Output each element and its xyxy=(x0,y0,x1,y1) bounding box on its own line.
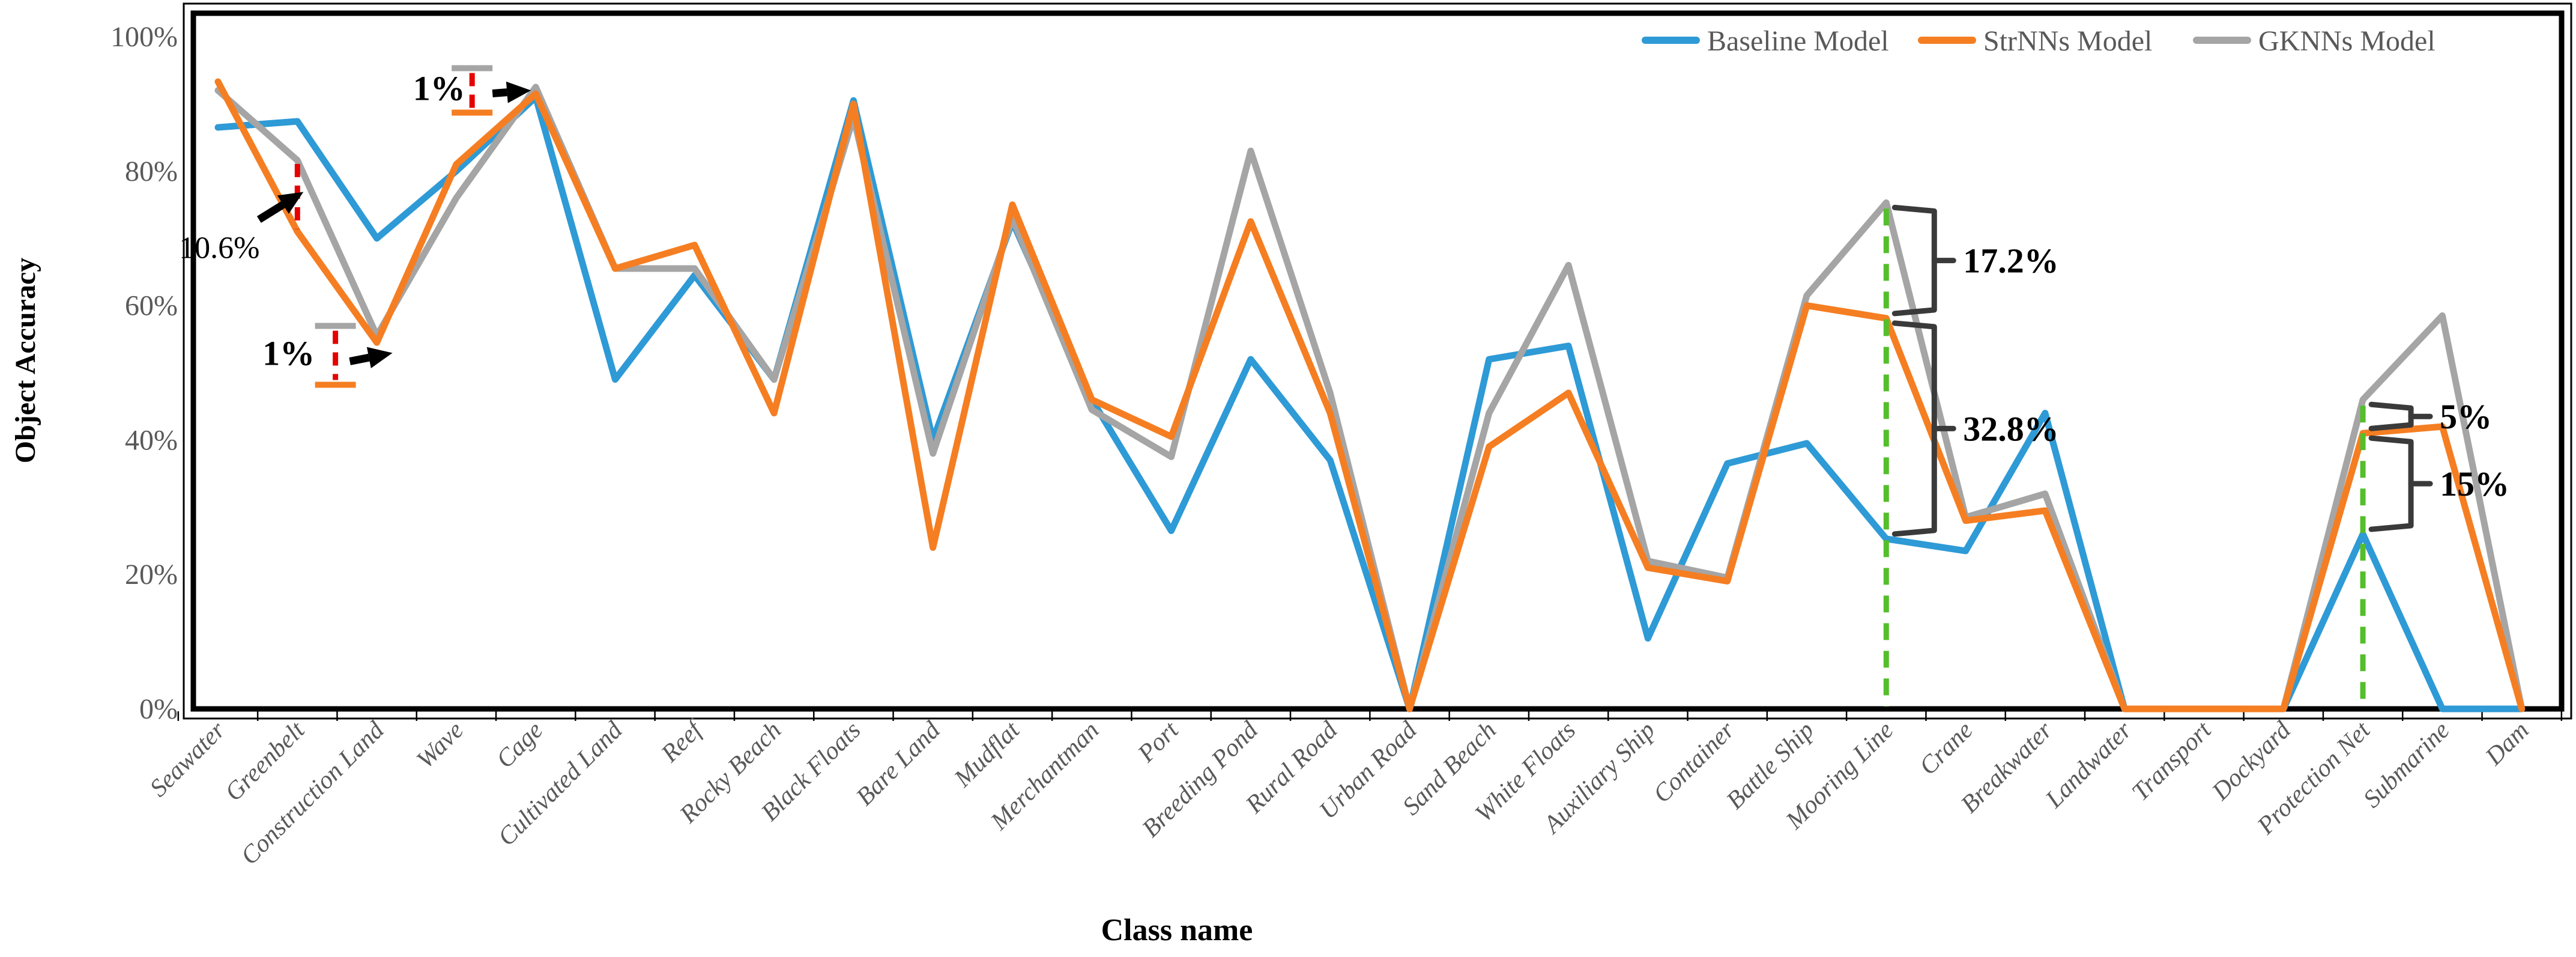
annotation-label: 1% xyxy=(262,334,315,373)
guides-layer xyxy=(1883,208,2366,706)
plot-outer-border xyxy=(183,2,2572,720)
legend-item: StrNNs Model xyxy=(1918,25,2152,57)
x-category-label: Dam xyxy=(2480,717,2535,771)
legend-item-label: GKNNs Model xyxy=(2258,25,2435,57)
x-category-label: Submarine xyxy=(2358,717,2455,813)
series-layer xyxy=(214,78,2526,712)
legend-item-label: Baseline Model xyxy=(1707,25,1889,57)
x-category-label: Mudflat xyxy=(949,716,1026,793)
annotation-label: 10.6% xyxy=(179,231,259,266)
x-category-label: Crane xyxy=(1914,717,1979,781)
annotation-label: 17.2% xyxy=(1963,242,2059,281)
annotation-label: 1% xyxy=(413,69,465,108)
annotations-layer: 10.6% 1% 1% 17.2% 32.8% 5% 15% xyxy=(179,65,2509,537)
series-line-strnns-model xyxy=(214,78,2526,712)
y-tick-label: 0% xyxy=(139,693,178,725)
annotation-arrow-shaft xyxy=(492,88,507,98)
annotation-label: 15% xyxy=(2440,464,2509,503)
annotation-arrow-head xyxy=(277,192,304,214)
y-tick-label: 80% xyxy=(125,156,178,187)
legend-item: GKNNs Model xyxy=(2193,25,2435,57)
legend-item-label: StrNNs Model xyxy=(1983,25,2152,57)
y-tick-label: 20% xyxy=(125,559,178,591)
annotation-arrow-head xyxy=(366,347,393,368)
legend: Baseline Model StrNNs Model GKNNs Model xyxy=(1642,25,2435,57)
x-category-label: Landwater xyxy=(2040,716,2137,813)
annotation-label: 5% xyxy=(2440,397,2492,436)
x-axis-title: Class name xyxy=(1101,913,1253,947)
y-tick-label: 60% xyxy=(125,290,178,322)
y-tick-label: 40% xyxy=(125,424,178,456)
x-category-label: Transport xyxy=(2127,716,2218,807)
x-category-label: Reef xyxy=(656,714,710,768)
annotation-arrow-head xyxy=(506,81,531,103)
y-tick-label: 100% xyxy=(110,21,178,53)
legend-item: Baseline Model xyxy=(1642,25,1889,57)
annotation-label: 32.8% xyxy=(1963,409,2059,448)
x-category-label: Bare Land xyxy=(851,716,946,811)
x-category-label: Seawater xyxy=(145,716,231,803)
x-category-label: Cage xyxy=(491,717,548,774)
x-category-label: Port xyxy=(1132,716,1185,768)
annotation-arrow-shaft xyxy=(256,201,285,223)
x-category-label: Construction Land xyxy=(236,716,390,870)
x-category-label: Wave xyxy=(411,717,469,774)
y-axis-title: Object Accuracy xyxy=(10,258,41,464)
annotation-arrow-shaft xyxy=(349,353,370,365)
